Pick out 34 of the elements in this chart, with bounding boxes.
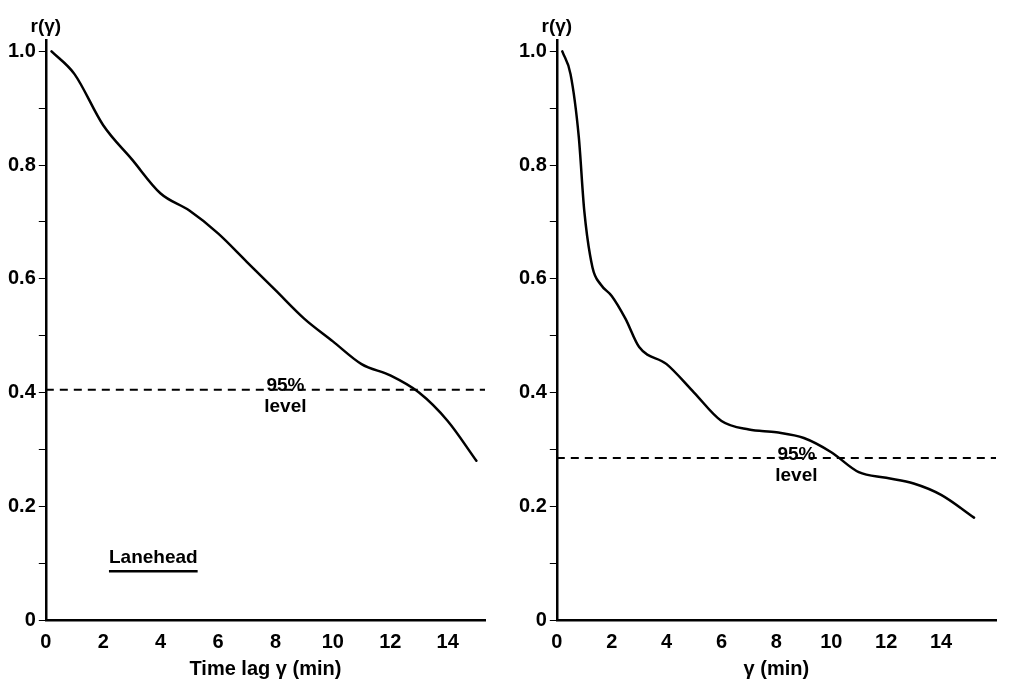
y-tick-label: 0.8 bbox=[518, 152, 547, 175]
x-tick-label: 14 bbox=[436, 629, 460, 652]
y-tick-label: 1.0 bbox=[518, 38, 547, 61]
x-tick-label: 6 bbox=[212, 629, 224, 652]
x-tick-label: 0 bbox=[40, 629, 52, 652]
x-tick-label: 6 bbox=[715, 629, 728, 652]
y-tick-label: 0.6 bbox=[7, 266, 36, 289]
y-tick-label: 0.4 bbox=[518, 380, 548, 403]
x-tick-label: 4 bbox=[155, 629, 168, 652]
x-tick-label: 10 bbox=[321, 629, 344, 652]
y-tick-label: 0.2 bbox=[7, 493, 36, 516]
x-tick-label: 8 bbox=[770, 629, 782, 652]
y-axis-title: r(γ) bbox=[541, 14, 573, 36]
x-tick-label: 10 bbox=[820, 629, 843, 652]
x-tick-label: 14 bbox=[929, 629, 954, 652]
y-tick-label: 0.4 bbox=[7, 380, 37, 403]
x-tick-label: 12 bbox=[379, 629, 402, 652]
x-tick-label: 12 bbox=[875, 629, 898, 652]
y-tick-label: 0.6 bbox=[518, 266, 547, 289]
ref-line-label: 95% level bbox=[264, 374, 307, 417]
annotation: Lanehead bbox=[108, 546, 198, 568]
y-tick-label: 0.8 bbox=[7, 152, 36, 175]
y-axis-title: r(γ) bbox=[30, 14, 62, 36]
x-axis-title: Time lag γ (min) bbox=[189, 656, 342, 679]
y-tick-label: 0.2 bbox=[518, 493, 547, 516]
y-tick-label: 0 bbox=[535, 607, 547, 630]
y-tick-label: 1.0 bbox=[7, 38, 36, 61]
x-tick-label: 4 bbox=[661, 629, 674, 652]
x-tick-label: 2 bbox=[606, 629, 618, 652]
x-tick-label: 8 bbox=[269, 629, 282, 652]
y-tick-label: 0 bbox=[24, 607, 36, 630]
x-tick-label: 2 bbox=[97, 629, 109, 652]
x-axis-title: γ (min) bbox=[743, 656, 810, 679]
x-tick-label: 0 bbox=[551, 629, 563, 652]
